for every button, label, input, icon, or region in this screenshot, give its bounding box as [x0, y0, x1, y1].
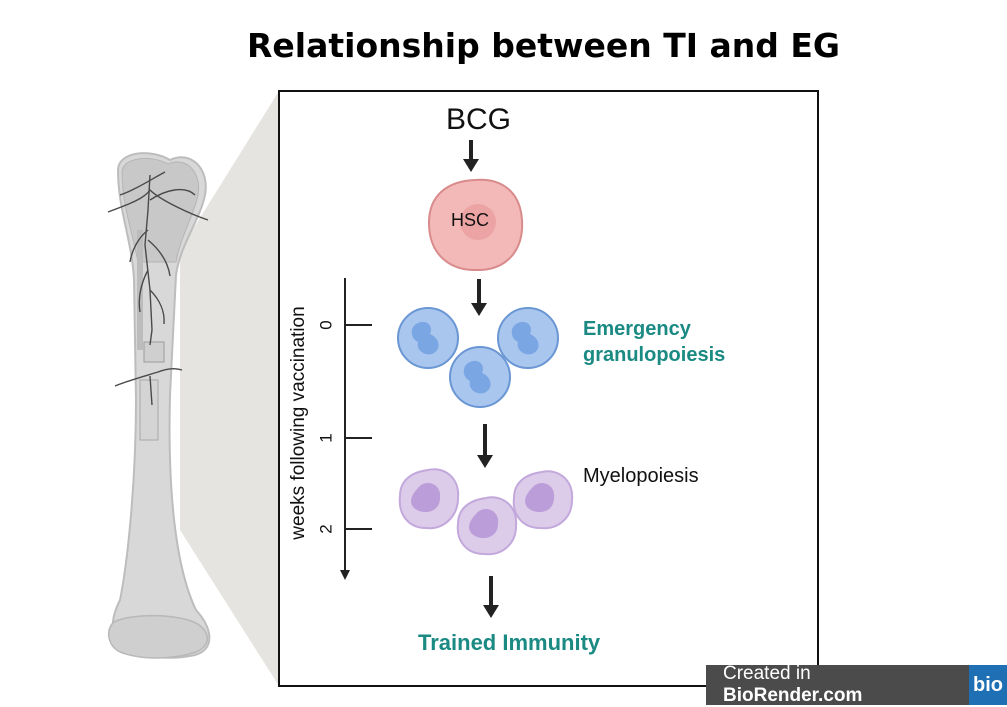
myeloid-cell: [398, 468, 460, 530]
emergency-granulopoiesis-label: Emergency granulopoiesis: [583, 316, 725, 368]
tick-week-0: 0: [316, 320, 336, 330]
tick-week-1: 1: [316, 433, 336, 443]
myeloid-cell: [456, 496, 518, 556]
myelopoiesis-label: Myelopoiesis: [583, 465, 699, 487]
neutrophil-cell: [449, 346, 511, 408]
bcg-label: BCG: [446, 103, 512, 136]
myeloid-cluster: [398, 468, 574, 556]
myeloid-cell: [512, 470, 574, 530]
panel-frame: [278, 90, 819, 687]
emergency-line1: Emergency: [583, 318, 691, 340]
timeline-axis-label: weeks following vaccination: [288, 306, 309, 540]
tick-week-2: 2: [316, 524, 336, 534]
figure-title: Relationship between TI and EG: [247, 26, 840, 65]
neutrophil-cluster: [397, 307, 559, 408]
badge-brand: BioRender.com: [723, 685, 863, 706]
zoom-wedge: [180, 91, 279, 686]
hsc-cell: [427, 178, 524, 272]
flow-arrows: [463, 140, 499, 618]
badge-text: Created in BioRender.com: [706, 663, 952, 707]
biorender-badge[interactable]: Created in BioRender.com bio: [706, 663, 1007, 707]
trained-immunity-label: Trained Immunity: [418, 630, 601, 655]
hsc-label: HSC: [451, 210, 490, 230]
neutrophil-cell: [497, 307, 559, 369]
bone-illustration: [107, 152, 211, 659]
biorender-logo-icon: bio: [969, 665, 1007, 705]
timeline-axis: [340, 278, 372, 580]
neutrophil-cell: [397, 307, 459, 369]
badge-prefix: Created in: [723, 663, 811, 684]
emergency-line2: granulopoiesis: [583, 344, 726, 366]
